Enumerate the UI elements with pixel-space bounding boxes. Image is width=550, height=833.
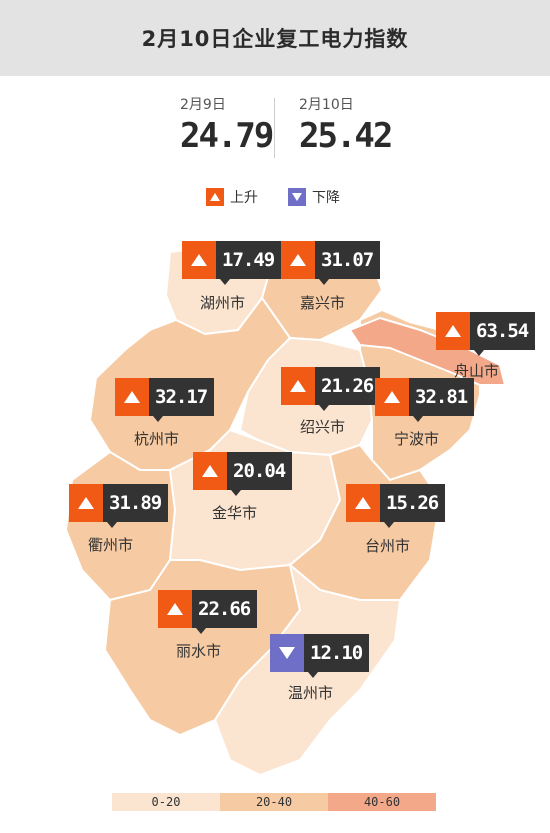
prev-date-label: 2月9日 bbox=[180, 97, 226, 113]
badge-lishui: 22.66 bbox=[158, 590, 258, 628]
up-arrow-icon bbox=[193, 452, 227, 490]
prev-date-block: 2月9日 24.79 bbox=[180, 94, 274, 156]
value-jiaxing: 31.07 bbox=[315, 241, 381, 279]
city-label-zhoushan: 舟山市 bbox=[454, 362, 500, 380]
badge-shaoxing: 21.26 bbox=[281, 367, 381, 405]
value-hangzhou: 32.17 bbox=[149, 378, 215, 416]
curr-date-block: 2月10日 25.42 bbox=[299, 94, 393, 156]
value-jinhua: 20.04 bbox=[227, 452, 293, 490]
value-lishui: 22.66 bbox=[192, 590, 258, 628]
value-ningbo: 32.81 bbox=[409, 378, 475, 416]
scale-0-20: 0-20 bbox=[112, 793, 220, 811]
city-label-hangzhou: 杭州市 bbox=[134, 430, 180, 448]
up-arrow-icon bbox=[281, 367, 315, 405]
value-quzhou: 31.89 bbox=[103, 484, 169, 522]
value-shaoxing: 21.26 bbox=[315, 367, 381, 405]
badge-jiaxing: 31.07 bbox=[281, 241, 381, 279]
down-arrow-icon bbox=[288, 188, 306, 206]
down-arrow-icon bbox=[270, 634, 304, 672]
badge-hangzhou: 32.17 bbox=[115, 378, 215, 416]
curr-date-label: 2月10日 bbox=[299, 97, 354, 113]
up-arrow-icon bbox=[281, 241, 315, 279]
region-zhoushan bbox=[348, 316, 507, 386]
city-label-jinhua: 金华市 bbox=[212, 504, 258, 522]
up-arrow-icon bbox=[375, 378, 409, 416]
badge-wenzhou: 12.10 bbox=[270, 634, 370, 672]
city-label-quzhou: 衢州市 bbox=[88, 536, 134, 554]
up-arrow-icon bbox=[436, 312, 470, 350]
up-arrow-icon bbox=[182, 241, 216, 279]
badge-zhoushan: 63.54 bbox=[436, 312, 536, 350]
scale-40-60: 40-60 bbox=[328, 793, 436, 811]
city-label-wenzhou: 温州市 bbox=[288, 684, 334, 702]
legend-down-label: 下降 bbox=[312, 190, 340, 206]
prev-date-value: 24.79 bbox=[180, 116, 274, 156]
up-arrow-icon bbox=[158, 590, 192, 628]
date-divider bbox=[274, 98, 275, 158]
scale-20-40: 20-40 bbox=[220, 793, 328, 811]
city-label-ningbo: 宁波市 bbox=[394, 430, 440, 448]
badge-jinhua: 20.04 bbox=[193, 452, 293, 490]
value-wenzhou: 12.10 bbox=[304, 634, 370, 672]
page-title: 2月10日企业复工电力指数 bbox=[141, 27, 409, 51]
up-arrow-icon bbox=[69, 484, 103, 522]
value-zhoushan: 63.54 bbox=[470, 312, 536, 350]
value-huzhou: 17.49 bbox=[216, 241, 282, 279]
scale-legend: 0-20 20-40 40-60 bbox=[112, 793, 436, 811]
badge-taizhou: 15.26 bbox=[346, 484, 446, 522]
badge-huzhou: 17.49 bbox=[182, 241, 282, 279]
city-label-shaoxing: 绍兴市 bbox=[300, 418, 346, 436]
city-label-jiaxing: 嘉兴市 bbox=[300, 294, 346, 312]
header-bar: 2月10日企业复工电力指数 bbox=[0, 0, 550, 76]
badge-quzhou: 31.89 bbox=[69, 484, 169, 522]
up-arrow-icon bbox=[346, 484, 380, 522]
badge-ningbo: 32.81 bbox=[375, 378, 475, 416]
legend-up-label: 上升 bbox=[230, 190, 258, 206]
legend-up: 上升 bbox=[206, 187, 258, 207]
value-taizhou: 15.26 bbox=[380, 484, 446, 522]
legend-down: 下降 bbox=[288, 187, 340, 207]
up-arrow-icon bbox=[206, 188, 224, 206]
city-label-taizhou: 台州市 bbox=[365, 537, 411, 555]
up-arrow-icon bbox=[115, 378, 149, 416]
curr-date-value: 25.42 bbox=[299, 116, 393, 156]
city-label-lishui: 丽水市 bbox=[176, 642, 222, 660]
city-label-huzhou: 湖州市 bbox=[200, 294, 246, 312]
